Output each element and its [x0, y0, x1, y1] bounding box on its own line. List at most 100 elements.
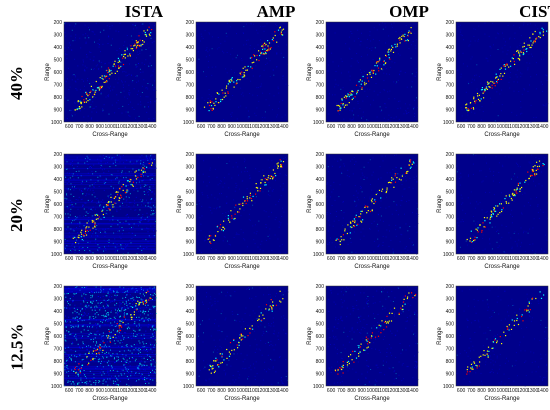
noise-point — [219, 47, 220, 48]
noise-point — [235, 191, 236, 192]
noise-point — [377, 191, 378, 192]
noise-point — [88, 330, 89, 331]
noise-point — [336, 84, 337, 85]
scatterer-point — [102, 86, 103, 87]
x-tick-label: 1400 — [145, 388, 156, 394]
row-label-12-5: 12.5% — [2, 292, 32, 402]
scatterer-point — [239, 345, 240, 346]
scatterer-point — [261, 312, 262, 313]
noise-point — [230, 114, 231, 115]
noise-point — [203, 71, 204, 72]
noise-point — [123, 178, 124, 179]
noise-point — [482, 238, 483, 239]
x-axis-label: Cross-Range — [484, 264, 520, 270]
scatterer-point — [540, 33, 541, 34]
noise-point — [265, 343, 266, 344]
noise-point — [129, 306, 130, 307]
noise-point — [269, 238, 270, 239]
noise-point — [122, 302, 123, 303]
y-axis-label: Range — [177, 63, 183, 81]
noise-point — [393, 81, 394, 82]
scatterer-point — [267, 49, 268, 50]
noise-point — [122, 203, 123, 204]
scatterer-point — [211, 105, 212, 106]
noise-point — [272, 34, 273, 35]
noise-point — [142, 379, 143, 380]
noise-point — [112, 216, 113, 217]
y-tick-label: 1000 — [183, 120, 194, 126]
noise-point — [383, 361, 384, 362]
noise-point — [256, 349, 257, 350]
noise-point — [148, 118, 149, 119]
noise-point — [383, 29, 384, 30]
noise-point — [541, 172, 542, 173]
noise-point — [122, 71, 123, 72]
scatterer-point — [209, 369, 210, 370]
scatterer-point — [151, 29, 152, 30]
scatterer-point — [483, 97, 484, 98]
scatterer-point — [84, 101, 85, 102]
scatterer-point — [239, 212, 240, 213]
noise-point — [373, 325, 374, 326]
noise-point — [77, 312, 78, 313]
noise-point — [520, 246, 521, 247]
scatterer-point — [360, 221, 361, 222]
y-tick-label: 200 — [446, 152, 455, 158]
scatterer-point — [127, 48, 128, 49]
scatterer-point — [516, 189, 517, 190]
noise-point — [141, 24, 142, 25]
noise-point — [383, 242, 384, 243]
noise-streak — [64, 366, 156, 367]
noise-point — [139, 317, 140, 318]
noise-point — [204, 100, 205, 101]
noise-point — [405, 36, 406, 37]
scatterer-point — [88, 353, 89, 354]
noise-point — [212, 98, 213, 99]
noise-point — [360, 41, 361, 42]
noise-point — [248, 287, 249, 288]
noise-point — [153, 210, 154, 211]
x-tick-label: 900 — [358, 256, 367, 262]
noise-point — [124, 304, 125, 305]
scatterer-point — [388, 54, 389, 55]
noise-point — [65, 353, 66, 354]
noise-point — [119, 230, 120, 231]
noise-point — [335, 247, 336, 248]
noise-point — [148, 194, 149, 195]
scatterer-point — [406, 173, 407, 174]
noise-point — [65, 177, 66, 178]
noise-point — [521, 213, 522, 214]
noise-streak — [64, 346, 156, 347]
noise-point — [75, 82, 76, 83]
scatterer-point — [210, 243, 211, 244]
noise-point — [283, 212, 284, 213]
noise-point — [75, 88, 76, 89]
noise-point — [152, 352, 153, 353]
scatterer-point — [127, 55, 128, 56]
noise-point — [220, 43, 221, 44]
y-tick-label: 1000 — [313, 120, 324, 126]
noise-point — [215, 357, 216, 358]
scatterer-point — [130, 45, 131, 46]
noise-point — [92, 310, 93, 311]
noise-point — [84, 370, 85, 371]
noise-point — [98, 382, 99, 383]
noise-point — [377, 193, 378, 194]
noise-point — [124, 310, 125, 311]
noise-point — [78, 344, 79, 345]
noise-point — [344, 166, 345, 167]
scatterer-point — [401, 36, 402, 37]
noise-point — [349, 48, 350, 49]
noise-point — [400, 108, 401, 109]
noise-point — [85, 37, 86, 38]
noise-point — [100, 372, 101, 373]
noise-point — [95, 380, 96, 381]
noise-point — [518, 166, 519, 167]
noise-point — [490, 46, 491, 47]
noise-point — [101, 358, 102, 359]
noise-point — [252, 288, 253, 289]
noise-point — [269, 195, 270, 196]
noise-point — [393, 253, 394, 254]
scatterer-point — [146, 167, 147, 168]
